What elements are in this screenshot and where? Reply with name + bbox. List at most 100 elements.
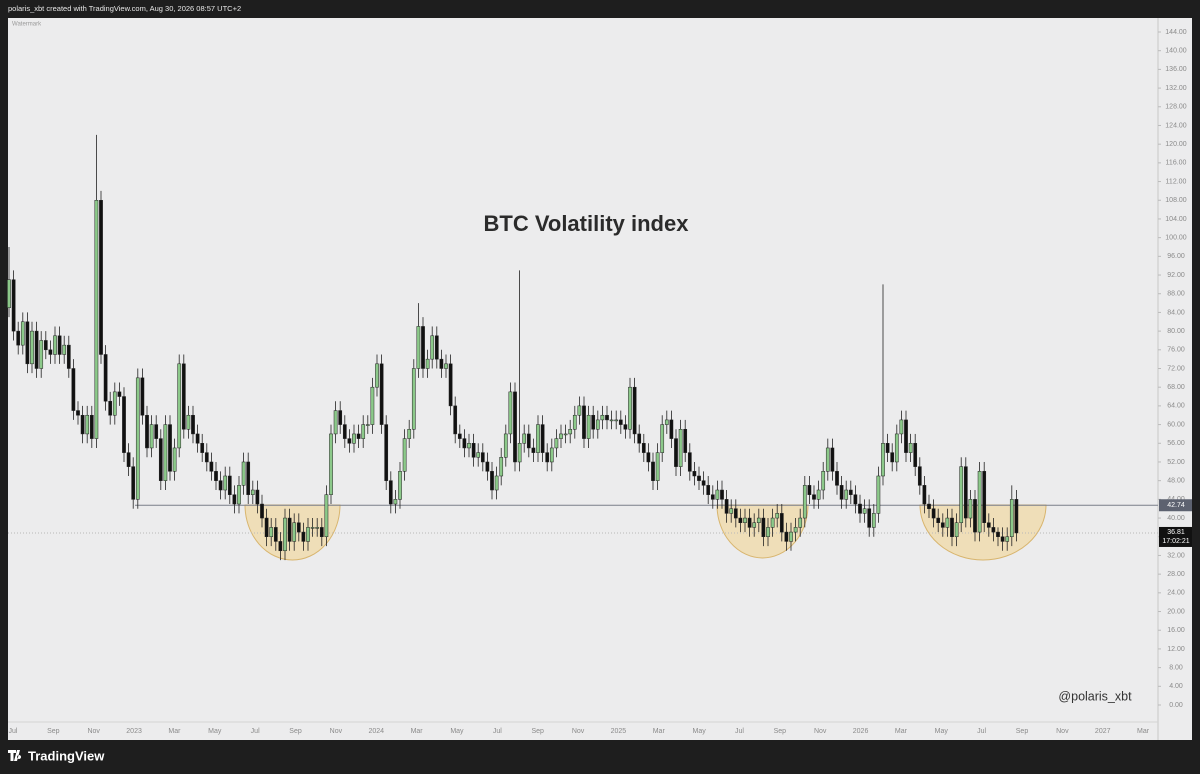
candle-body bbox=[890, 452, 895, 463]
candle-body bbox=[586, 414, 591, 439]
candle-body bbox=[177, 363, 182, 449]
candle-body bbox=[798, 517, 803, 528]
y-tick-label: 52.00 bbox=[1167, 459, 1185, 466]
candle-body bbox=[135, 377, 140, 500]
x-tick-label: May bbox=[450, 728, 464, 735]
candle-body bbox=[917, 466, 922, 486]
x-tick-label: Mar bbox=[895, 728, 908, 735]
candle-body bbox=[876, 475, 881, 514]
y-tick-label: 28.00 bbox=[1167, 571, 1185, 578]
candle-body bbox=[779, 513, 784, 533]
candle-body bbox=[200, 443, 205, 453]
candle-body bbox=[365, 424, 370, 426]
candle-body bbox=[871, 513, 876, 528]
watermark: @polaris_xbt bbox=[1058, 689, 1132, 703]
candle-body bbox=[752, 522, 757, 528]
candle-body bbox=[402, 438, 407, 472]
candle-body bbox=[867, 508, 872, 528]
candle-body bbox=[940, 522, 945, 528]
candle-body bbox=[273, 527, 278, 542]
candle-body bbox=[7, 279, 11, 308]
y-tick-label: 12.00 bbox=[1167, 646, 1185, 653]
candle-body bbox=[430, 335, 435, 360]
candle-body bbox=[931, 508, 936, 519]
logo-icon bbox=[8, 750, 22, 761]
y-tick-label: 40.00 bbox=[1167, 515, 1185, 522]
y-tick-label: 112.00 bbox=[1166, 178, 1187, 185]
candle-body bbox=[223, 475, 228, 491]
candle-body bbox=[112, 391, 117, 416]
candle-body bbox=[531, 447, 536, 453]
candle-body bbox=[352, 433, 356, 444]
candle-body bbox=[637, 433, 642, 444]
y-tick-label: 0.00 bbox=[1169, 702, 1183, 709]
candle-body bbox=[545, 452, 550, 463]
candle-body bbox=[301, 531, 306, 542]
corner-note: Watermark bbox=[12, 22, 42, 28]
y-tick-label: 60.00 bbox=[1167, 421, 1185, 428]
candle-body bbox=[57, 335, 62, 355]
candle-body bbox=[278, 541, 283, 552]
candle-body bbox=[959, 466, 964, 523]
candle-body bbox=[250, 489, 255, 495]
candle-body bbox=[237, 485, 241, 505]
y-tick-label: 108.00 bbox=[1165, 197, 1187, 204]
candle-body bbox=[540, 424, 545, 453]
candle-body bbox=[577, 405, 582, 416]
candle-body bbox=[25, 321, 30, 365]
y-tick-label: 48.00 bbox=[1167, 478, 1185, 485]
candle-body bbox=[361, 424, 366, 439]
y-tick-label: 120.00 bbox=[1165, 141, 1187, 148]
candle-body bbox=[1009, 499, 1014, 538]
candle-body bbox=[563, 433, 568, 436]
candle-body bbox=[457, 433, 462, 439]
candle-body bbox=[467, 443, 471, 449]
candle-body bbox=[149, 424, 154, 449]
candle-body bbox=[963, 466, 968, 519]
candle-body bbox=[319, 527, 324, 537]
candle-body bbox=[674, 438, 678, 467]
candle-body bbox=[11, 279, 16, 332]
candle-body bbox=[214, 471, 218, 481]
y-tick-label: 24.00 bbox=[1167, 590, 1185, 597]
x-tick-label: Mar bbox=[653, 728, 666, 735]
candle-body bbox=[954, 522, 959, 538]
y-tick-label: 140.00 bbox=[1165, 48, 1187, 55]
candle-body bbox=[729, 508, 734, 514]
candle-body bbox=[701, 480, 706, 486]
candle-body bbox=[816, 489, 821, 500]
chart-title: BTC Volatility index bbox=[484, 211, 690, 236]
y-tick-label: 80.00 bbox=[1167, 328, 1185, 335]
candle-body bbox=[517, 443, 522, 463]
candle-body bbox=[388, 480, 393, 505]
candle-body bbox=[738, 517, 743, 523]
candle-body bbox=[103, 354, 108, 402]
candle-body bbox=[549, 447, 554, 463]
candle-body bbox=[416, 326, 421, 369]
candle-body bbox=[770, 517, 775, 528]
candle-body bbox=[582, 405, 586, 439]
candle-body bbox=[154, 424, 159, 439]
candle-body bbox=[623, 424, 628, 430]
x-tick-label: Mar bbox=[168, 728, 181, 735]
candle-body bbox=[812, 494, 816, 500]
y-tick-label: 68.00 bbox=[1167, 384, 1185, 391]
x-tick-label: Jul bbox=[977, 728, 986, 735]
candle-body bbox=[85, 414, 90, 435]
candle-body bbox=[526, 433, 531, 449]
candle-body bbox=[825, 447, 830, 472]
candle-body bbox=[499, 457, 504, 477]
candle-body bbox=[885, 443, 890, 453]
candle-body bbox=[315, 527, 320, 529]
candle-body bbox=[425, 358, 430, 369]
candle-body bbox=[269, 527, 274, 537]
candle-body bbox=[1014, 499, 1019, 534]
x-tick-label: Nov bbox=[572, 728, 585, 735]
candle-body bbox=[246, 461, 251, 495]
candle-body bbox=[936, 517, 941, 523]
candle-body bbox=[858, 503, 862, 514]
candle-body bbox=[844, 489, 849, 500]
x-tick-label: Sep bbox=[289, 728, 302, 735]
candle-body bbox=[894, 433, 899, 463]
